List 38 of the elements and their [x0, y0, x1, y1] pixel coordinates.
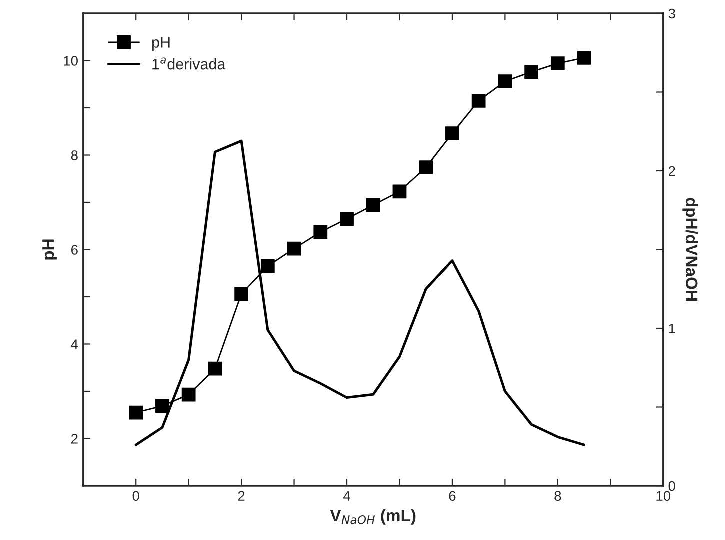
- legend-label: pH: [152, 37, 170, 51]
- point: [392, 184, 407, 199]
- y2-tick-label: 2: [668, 166, 676, 176]
- y-axis-title: pH: [42, 240, 58, 260]
- point: [314, 225, 328, 240]
- y2-axis-title: dpH/dVNaOH: [682, 198, 698, 301]
- x-tick-label: 6: [449, 491, 456, 502]
- point: [446, 126, 460, 140]
- point: [524, 65, 538, 80]
- point: [234, 287, 248, 302]
- point: [156, 399, 170, 414]
- point: [366, 198, 380, 212]
- x-tick-label: 2: [238, 491, 245, 501]
- point: [260, 259, 275, 274]
- point: [472, 94, 486, 108]
- x-tick-label: 0: [132, 491, 140, 502]
- point: [498, 74, 512, 88]
- point: [577, 50, 592, 65]
- point: [550, 56, 565, 71]
- point: [340, 212, 354, 226]
- x-tick-label: 4: [343, 491, 350, 501]
- point: [208, 362, 222, 376]
- x-tick-label: 8: [554, 491, 562, 502]
- y2-tick-label: 1: [669, 324, 676, 334]
- x-axis-title: V$_{NaOH}$ (mL): [330, 509, 416, 525]
- point: [182, 388, 196, 402]
- y-tick-label: 6: [71, 245, 78, 255]
- x-tick-label: 10: [656, 491, 671, 502]
- y2-tick-label: 0: [668, 481, 676, 492]
- point: [129, 406, 144, 420]
- y-tick-label: 2: [71, 434, 78, 444]
- y-tick-label: 8: [71, 150, 78, 160]
- legend-label: 1$^{a}$derivada: [152, 58, 226, 70]
- point: [287, 242, 302, 256]
- point: [419, 160, 434, 174]
- y2-tick-label: 3: [668, 8, 676, 19]
- y-tick-label: 10: [64, 56, 78, 66]
- y-tick-label: 4: [71, 340, 78, 350]
